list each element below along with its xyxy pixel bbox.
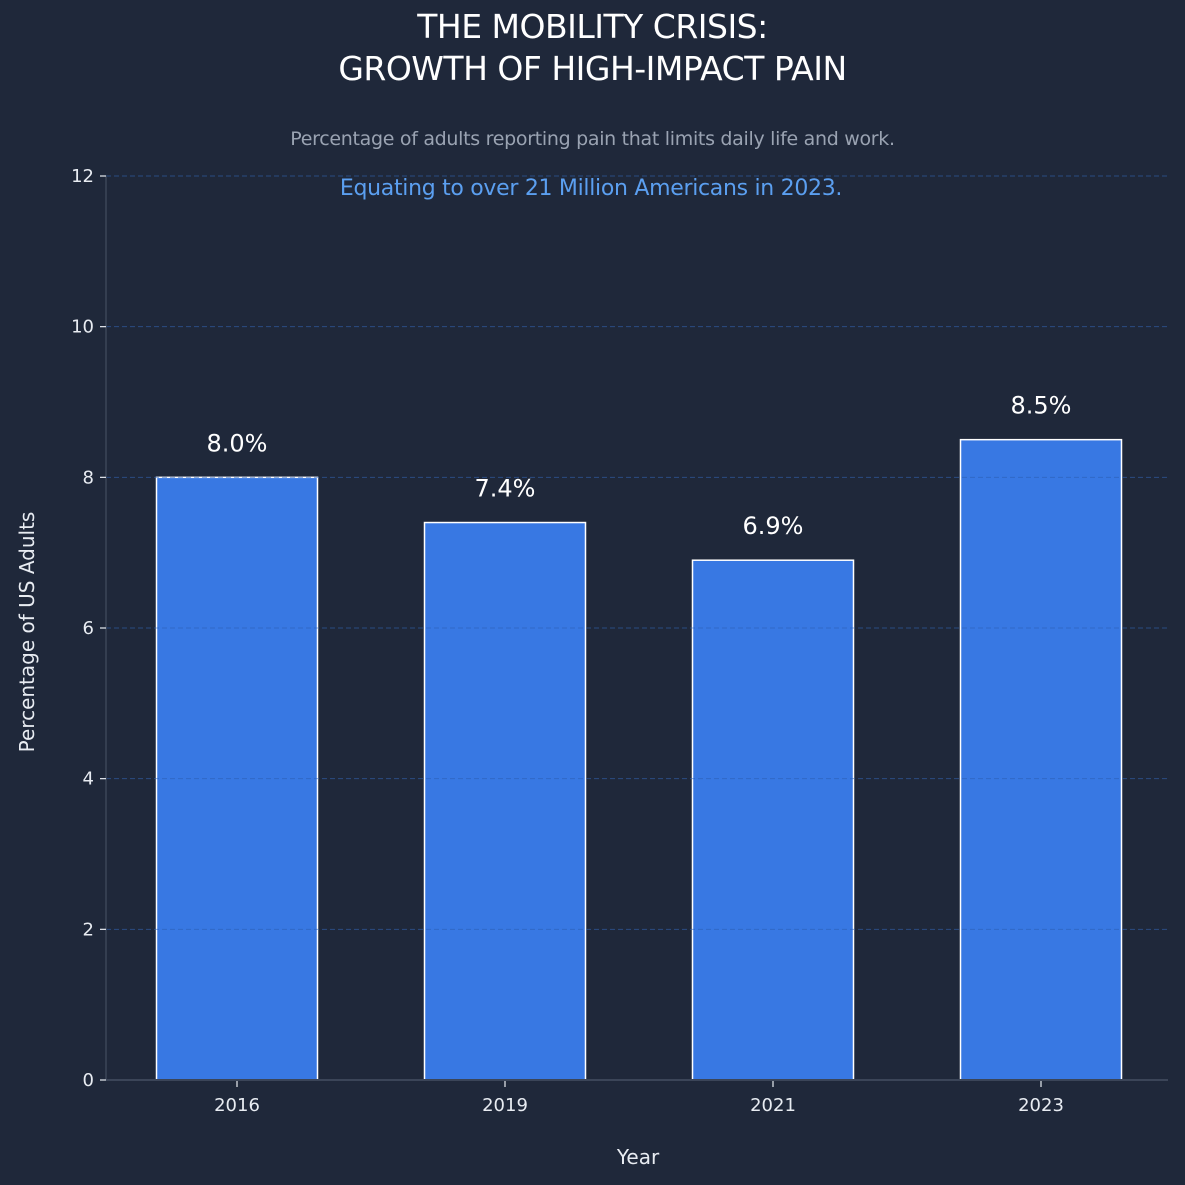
data-label-2021: 6.9% bbox=[743, 512, 804, 540]
chart-title-line-1: THE MOBILITY CRISIS: bbox=[417, 7, 768, 46]
x-axis-title: Year bbox=[616, 1145, 660, 1169]
data-label-2023: 8.5% bbox=[1011, 392, 1072, 420]
y-axis-title: Percentage of US Adults bbox=[15, 512, 39, 753]
x-tick-label: 2023 bbox=[1018, 1095, 1064, 1116]
y-tick-label: 8 bbox=[83, 467, 94, 488]
gridlines-overlay bbox=[106, 175, 1168, 930]
chart-annotation: Equating to over 21 Million Americans in… bbox=[340, 176, 842, 201]
axes: 0 2 4 6 8 10 12 2016 2019 2021 2023 bbox=[71, 166, 1168, 1116]
y-tick-label: 12 bbox=[71, 166, 94, 187]
y-tick-label: 6 bbox=[83, 618, 94, 639]
y-tick-label: 2 bbox=[83, 919, 94, 940]
chart-title-line-2: GROWTH OF HIGH-IMPACT PAIN bbox=[338, 49, 847, 88]
data-label-2019: 7.4% bbox=[475, 475, 536, 503]
x-tick-label: 2019 bbox=[482, 1095, 528, 1116]
y-tick-label: 0 bbox=[83, 1070, 94, 1091]
y-tick-label: 10 bbox=[71, 317, 94, 338]
bar-2023 bbox=[959, 438, 1123, 1081]
bar-2019 bbox=[423, 521, 587, 1081]
bars bbox=[155, 438, 1123, 1081]
data-labels: 8.0% 7.4% 6.9% 8.5% bbox=[207, 392, 1072, 541]
data-label-2016: 8.0% bbox=[207, 429, 268, 457]
chart-subtitle: Percentage of adults reporting pain that… bbox=[290, 128, 895, 150]
bar-2021 bbox=[691, 559, 855, 1081]
x-tick-label: 2016 bbox=[214, 1095, 260, 1116]
x-tick-label: 2021 bbox=[750, 1095, 796, 1116]
chart-title: THE MOBILITY CRISIS: GROWTH OF HIGH-IMPA… bbox=[0, 6, 1185, 90]
y-tick-label: 4 bbox=[83, 769, 94, 790]
